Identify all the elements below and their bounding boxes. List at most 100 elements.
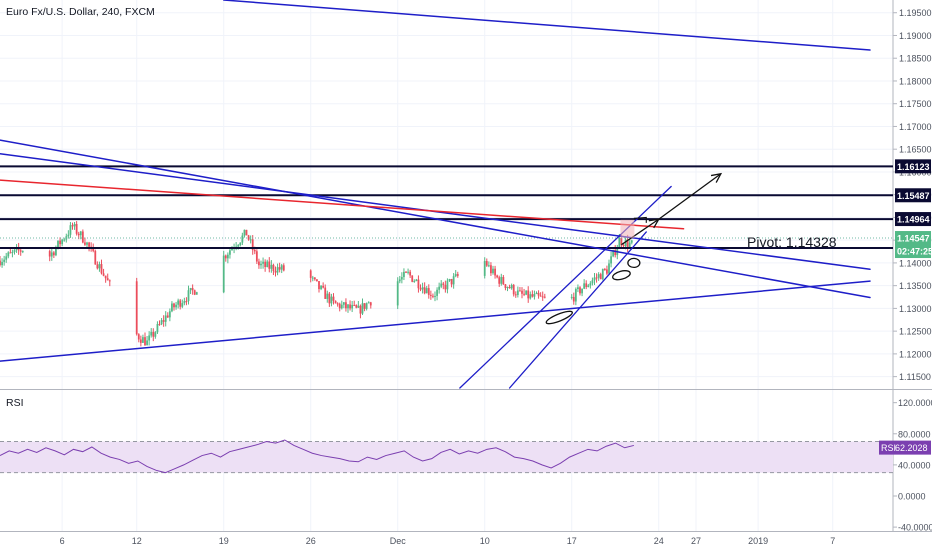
candle-body — [618, 237, 621, 248]
candle-body — [98, 264, 101, 269]
last-price-label: 1.14547 — [897, 234, 930, 244]
candle-body — [104, 275, 107, 279]
ellipse-marker — [612, 270, 631, 281]
candle-body — [94, 250, 97, 265]
candle-body — [264, 261, 267, 267]
countdown-label: 02:47:25 — [897, 247, 932, 257]
price-tick-label: 1.13000 — [899, 304, 932, 314]
candle-body — [429, 294, 432, 296]
time-tick-label: 6 — [60, 536, 65, 546]
candle-body — [326, 293, 329, 299]
candle-body — [100, 264, 103, 274]
candle-body — [270, 264, 273, 269]
candle-body — [19, 250, 22, 252]
candle-body — [369, 302, 372, 306]
candle-body — [496, 275, 499, 278]
price-tick-label: 1.11500 — [899, 372, 931, 382]
rsi-band — [0, 441, 893, 473]
price-tick-label: 1.12500 — [899, 327, 932, 337]
candle-body — [320, 285, 322, 290]
price-tick-label: 1.19500 — [899, 8, 932, 18]
candle-body — [510, 284, 513, 289]
candle-body — [363, 303, 366, 309]
candle-body — [229, 250, 231, 255]
candle-body — [579, 287, 581, 294]
time-tick-label: 19 — [219, 536, 229, 546]
rsi-tick-label: 0.0000 — [898, 492, 926, 502]
candle-body — [601, 269, 604, 280]
candle-body — [417, 279, 420, 289]
candle-body — [146, 340, 148, 346]
trend-line — [459, 185, 672, 389]
candle-body — [359, 305, 362, 314]
candle-body — [324, 287, 327, 299]
highlight-box — [620, 219, 635, 238]
price-tick-label: 1.14000 — [899, 258, 932, 268]
rsi-value-label: 62.2028 — [895, 443, 928, 453]
rsi-pane-title: RSI — [6, 397, 24, 409]
candle-body — [361, 303, 364, 314]
candle-body — [251, 239, 254, 250]
candle-body — [440, 283, 443, 287]
candle-body — [599, 274, 602, 280]
candle-body — [585, 283, 588, 288]
candle-body — [73, 223, 76, 227]
candle-body — [142, 337, 144, 343]
candle-body — [61, 239, 64, 245]
candle-body — [589, 283, 592, 286]
candle-body — [334, 300, 337, 304]
candle-body — [144, 337, 146, 346]
candle-body — [494, 268, 496, 276]
level-price-label: 1.16123 — [897, 162, 930, 172]
time-tick-label: 7 — [830, 536, 835, 546]
candle-body — [148, 335, 151, 341]
candle-body — [0, 260, 1, 266]
candle-body — [500, 277, 503, 284]
candle-body — [442, 283, 445, 285]
candle-body — [508, 287, 511, 289]
countdown-label-bg — [895, 244, 931, 259]
candle-body — [452, 276, 455, 285]
candle-body — [612, 249, 615, 257]
pivot-annotation: Pivot: 1.14328 — [747, 234, 837, 250]
candle-body — [226, 254, 229, 259]
pointer-mark — [633, 216, 647, 223]
candle-body — [9, 252, 12, 254]
candle-body — [106, 278, 109, 281]
candle-body — [409, 271, 412, 276]
candle-body — [572, 296, 575, 302]
trend-line — [508, 231, 647, 389]
candle-body — [570, 296, 573, 298]
ellipse-marker — [545, 310, 573, 325]
candle-body — [425, 288, 428, 294]
candle-body — [533, 294, 536, 297]
candle-body — [423, 287, 426, 294]
price-tick-label: 1.18000 — [899, 76, 932, 86]
candle-body — [407, 271, 409, 273]
candle-body — [195, 292, 198, 295]
candle-body — [610, 256, 612, 264]
candle-body — [253, 249, 256, 252]
candle-body — [330, 296, 333, 304]
level-price-label: 1.14964 — [897, 215, 930, 225]
level-price-label: 1.15487 — [897, 191, 930, 201]
candle-body — [626, 239, 629, 247]
candle-body — [55, 247, 57, 256]
candle-body — [7, 252, 10, 257]
candle-body — [595, 277, 598, 279]
candle-body — [173, 303, 175, 308]
arrow-shaft — [621, 218, 660, 246]
candle-body — [84, 242, 86, 245]
price-tick-label: 1.16500 — [899, 145, 932, 155]
rsi-tick-label: -40.0000 — [898, 523, 932, 533]
candle-body — [492, 268, 494, 274]
candle-body — [266, 261, 269, 267]
candle-body — [86, 242, 88, 245]
candle-body — [529, 294, 532, 299]
price-tick-label: 1.17500 — [899, 99, 932, 109]
candle-body — [255, 251, 258, 262]
candle-body — [606, 269, 608, 274]
candle-body — [446, 280, 449, 290]
candle-body — [52, 252, 55, 256]
